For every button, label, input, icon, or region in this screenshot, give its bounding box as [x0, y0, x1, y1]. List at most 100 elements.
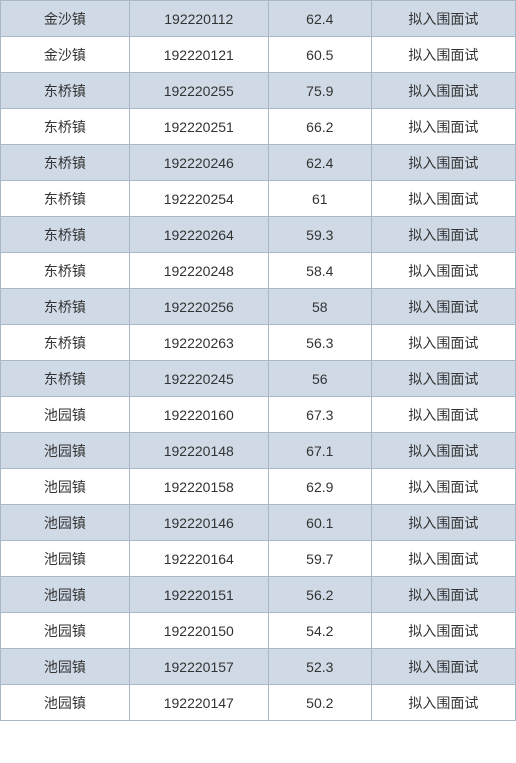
- cell-score: 58: [268, 289, 371, 325]
- table-row: 金沙镇19222011262.4拟入围面试: [1, 1, 516, 37]
- cell-status: 拟入围面试: [371, 397, 515, 433]
- cell-status: 拟入围面试: [371, 469, 515, 505]
- cell-id: 192220160: [129, 397, 268, 433]
- cell-id: 192220121: [129, 37, 268, 73]
- cell-score: 60.5: [268, 37, 371, 73]
- table-row: 东桥镇19222025575.9拟入围面试: [1, 73, 516, 109]
- cell-id: 192220112: [129, 1, 268, 37]
- cell-town: 东桥镇: [1, 73, 130, 109]
- cell-score: 56: [268, 361, 371, 397]
- cell-status: 拟入围面试: [371, 505, 515, 541]
- cell-score: 62.9: [268, 469, 371, 505]
- table-row: 池园镇19222014750.2拟入围面试: [1, 685, 516, 721]
- cell-id: 192220255: [129, 73, 268, 109]
- table-row: 池园镇19222016067.3拟入围面试: [1, 397, 516, 433]
- cell-id: 192220254: [129, 181, 268, 217]
- cell-status: 拟入围面试: [371, 649, 515, 685]
- table-row: 东桥镇19222025461拟入围面试: [1, 181, 516, 217]
- table-row: 池园镇19222016459.7拟入围面试: [1, 541, 516, 577]
- cell-status: 拟入围面试: [371, 685, 515, 721]
- cell-score: 62.4: [268, 145, 371, 181]
- cell-score: 62.4: [268, 1, 371, 37]
- cell-town: 东桥镇: [1, 289, 130, 325]
- cell-score: 50.2: [268, 685, 371, 721]
- cell-town: 池园镇: [1, 505, 130, 541]
- cell-id: 192220256: [129, 289, 268, 325]
- table-row: 金沙镇19222012160.5拟入围面试: [1, 37, 516, 73]
- cell-town: 池园镇: [1, 397, 130, 433]
- cell-score: 56.2: [268, 577, 371, 613]
- cell-town: 东桥镇: [1, 109, 130, 145]
- cell-status: 拟入围面试: [371, 109, 515, 145]
- cell-town: 池园镇: [1, 577, 130, 613]
- table-row: 池园镇19222014867.1拟入围面试: [1, 433, 516, 469]
- table-row: 池园镇19222015054.2拟入围面试: [1, 613, 516, 649]
- table-row: 东桥镇19222024858.4拟入围面试: [1, 253, 516, 289]
- cell-status: 拟入围面试: [371, 325, 515, 361]
- cell-town: 金沙镇: [1, 1, 130, 37]
- cell-status: 拟入围面试: [371, 433, 515, 469]
- cell-score: 61: [268, 181, 371, 217]
- cell-id: 192220151: [129, 577, 268, 613]
- interview-status-table: 金沙镇19222011262.4拟入围面试金沙镇19222012160.5拟入围…: [0, 0, 516, 721]
- cell-id: 192220157: [129, 649, 268, 685]
- cell-status: 拟入围面试: [371, 361, 515, 397]
- cell-score: 67.1: [268, 433, 371, 469]
- table-row: 东桥镇19222024662.4拟入围面试: [1, 145, 516, 181]
- table-row: 东桥镇19222025166.2拟入围面试: [1, 109, 516, 145]
- cell-status: 拟入围面试: [371, 613, 515, 649]
- cell-town: 东桥镇: [1, 253, 130, 289]
- cell-status: 拟入围面试: [371, 577, 515, 613]
- table-row: 池园镇19222015156.2拟入围面试: [1, 577, 516, 613]
- cell-score: 58.4: [268, 253, 371, 289]
- cell-score: 67.3: [268, 397, 371, 433]
- cell-id: 192220148: [129, 433, 268, 469]
- cell-town: 东桥镇: [1, 325, 130, 361]
- table-row: 池园镇19222015862.9拟入围面试: [1, 469, 516, 505]
- cell-town: 东桥镇: [1, 181, 130, 217]
- cell-status: 拟入围面试: [371, 289, 515, 325]
- table-row: 东桥镇19222025658拟入围面试: [1, 289, 516, 325]
- cell-id: 192220246: [129, 145, 268, 181]
- table-row: 池园镇19222015752.3拟入围面试: [1, 649, 516, 685]
- cell-town: 池园镇: [1, 433, 130, 469]
- cell-status: 拟入围面试: [371, 541, 515, 577]
- cell-id: 192220264: [129, 217, 268, 253]
- cell-status: 拟入围面试: [371, 37, 515, 73]
- cell-score: 52.3: [268, 649, 371, 685]
- cell-score: 59.3: [268, 217, 371, 253]
- cell-town: 池园镇: [1, 469, 130, 505]
- cell-town: 池园镇: [1, 649, 130, 685]
- cell-id: 192220251: [129, 109, 268, 145]
- cell-status: 拟入围面试: [371, 1, 515, 37]
- cell-id: 192220164: [129, 541, 268, 577]
- cell-id: 192220245: [129, 361, 268, 397]
- cell-status: 拟入围面试: [371, 253, 515, 289]
- cell-status: 拟入围面试: [371, 73, 515, 109]
- cell-score: 66.2: [268, 109, 371, 145]
- cell-status: 拟入围面试: [371, 145, 515, 181]
- cell-town: 东桥镇: [1, 361, 130, 397]
- cell-town: 池园镇: [1, 613, 130, 649]
- cell-town: 池园镇: [1, 541, 130, 577]
- cell-id: 192220146: [129, 505, 268, 541]
- table-row: 东桥镇19222024556拟入围面试: [1, 361, 516, 397]
- cell-id: 192220150: [129, 613, 268, 649]
- cell-town: 东桥镇: [1, 145, 130, 181]
- cell-score: 60.1: [268, 505, 371, 541]
- table-body: 金沙镇19222011262.4拟入围面试金沙镇19222012160.5拟入围…: [1, 1, 516, 721]
- cell-score: 54.2: [268, 613, 371, 649]
- cell-score: 75.9: [268, 73, 371, 109]
- cell-town: 池园镇: [1, 685, 130, 721]
- cell-id: 192220158: [129, 469, 268, 505]
- cell-score: 59.7: [268, 541, 371, 577]
- cell-score: 56.3: [268, 325, 371, 361]
- table-row: 东桥镇19222026459.3拟入围面试: [1, 217, 516, 253]
- cell-town: 东桥镇: [1, 217, 130, 253]
- cell-town: 金沙镇: [1, 37, 130, 73]
- cell-id: 192220248: [129, 253, 268, 289]
- table-row: 东桥镇19222026356.3拟入围面试: [1, 325, 516, 361]
- cell-id: 192220263: [129, 325, 268, 361]
- cell-status: 拟入围面试: [371, 181, 515, 217]
- cell-status: 拟入围面试: [371, 217, 515, 253]
